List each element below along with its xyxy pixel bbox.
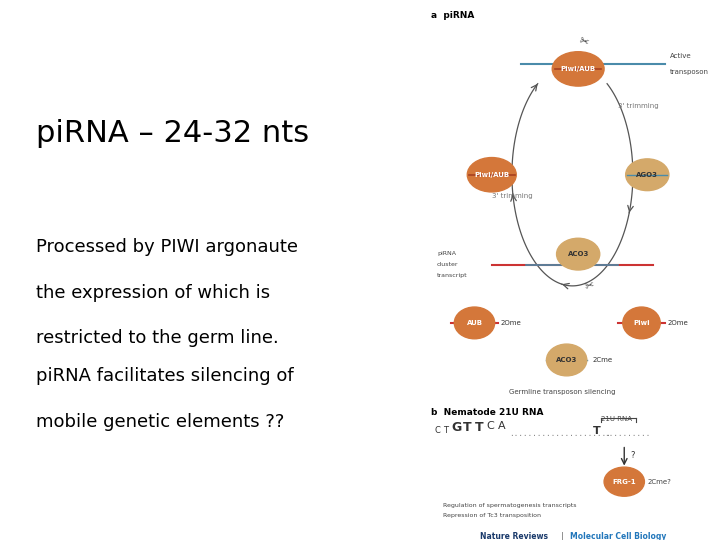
Ellipse shape (454, 307, 495, 339)
Text: mobile genetic elements ??: mobile genetic elements ?? (36, 413, 284, 431)
Text: |: | (561, 532, 564, 540)
Text: AUB: AUB (467, 320, 482, 326)
Text: Processed by PIWI argonaute: Processed by PIWI argonaute (36, 238, 298, 255)
Text: ..........: .......... (604, 429, 650, 438)
Text: 2Ome: 2Ome (667, 320, 688, 326)
Ellipse shape (623, 307, 660, 339)
Text: ACO3: ACO3 (556, 357, 577, 363)
Text: ACO3: ACO3 (567, 251, 589, 257)
Text: piRNA: piRNA (437, 252, 456, 256)
Text: ......................: ...................... (509, 429, 611, 438)
Text: A: A (498, 421, 505, 431)
Text: Piwi/AUB: Piwi/AUB (561, 66, 595, 72)
Ellipse shape (604, 467, 644, 496)
Text: 2Cme?: 2Cme? (647, 478, 671, 485)
Text: C: C (434, 426, 440, 435)
Text: G: G (451, 421, 462, 434)
Text: ✂: ✂ (584, 280, 595, 292)
Text: cluster: cluster (437, 262, 459, 267)
Text: Molecular Cell Biology: Molecular Cell Biology (570, 532, 666, 540)
Text: Piwi: Piwi (633, 320, 650, 326)
Text: T: T (474, 421, 483, 434)
Ellipse shape (467, 158, 516, 192)
Text: Piwi/AUB: Piwi/AUB (474, 172, 509, 178)
Text: piRNA – 24-32 nts: piRNA – 24-32 nts (36, 119, 309, 148)
Ellipse shape (626, 159, 669, 191)
Text: restricted to the germ line.: restricted to the germ line. (36, 329, 279, 347)
Text: piRNA facilitates silencing of: piRNA facilitates silencing of (36, 367, 294, 385)
Text: T: T (463, 421, 472, 434)
Text: the expression of which is: the expression of which is (36, 284, 270, 301)
Text: transcript: transcript (437, 273, 468, 278)
Ellipse shape (557, 238, 600, 270)
Text: 2Ome: 2Ome (500, 320, 521, 326)
Text: Active: Active (670, 53, 692, 59)
Text: Repression of Tc3 transposition: Repression of Tc3 transposition (443, 514, 541, 518)
Text: 21U RNA: 21U RNA (601, 416, 632, 422)
Text: ?: ? (630, 451, 634, 460)
Ellipse shape (552, 52, 604, 86)
Text: T: T (443, 426, 448, 435)
Text: a  piRNA: a piRNA (431, 11, 474, 19)
Text: b  Nematode 21U RNA: b Nematode 21U RNA (431, 408, 544, 416)
Text: 3' trimming: 3' trimming (492, 193, 532, 199)
Text: T: T (593, 426, 600, 436)
Text: ✂: ✂ (578, 36, 590, 49)
Text: 3' trimming: 3' trimming (618, 103, 659, 109)
Text: FRG-1: FRG-1 (613, 478, 636, 485)
Text: C: C (486, 421, 494, 431)
Text: Nature Reviews: Nature Reviews (480, 532, 548, 540)
Text: Regulation of spermatogenesis transcripts: Regulation of spermatogenesis transcript… (443, 503, 576, 508)
Text: AGO3: AGO3 (636, 172, 658, 178)
Text: transposon: transposon (670, 69, 709, 75)
Ellipse shape (546, 344, 587, 376)
Text: Germline transposon silencing: Germline transposon silencing (509, 389, 616, 395)
Text: 2Cme: 2Cme (593, 357, 613, 363)
